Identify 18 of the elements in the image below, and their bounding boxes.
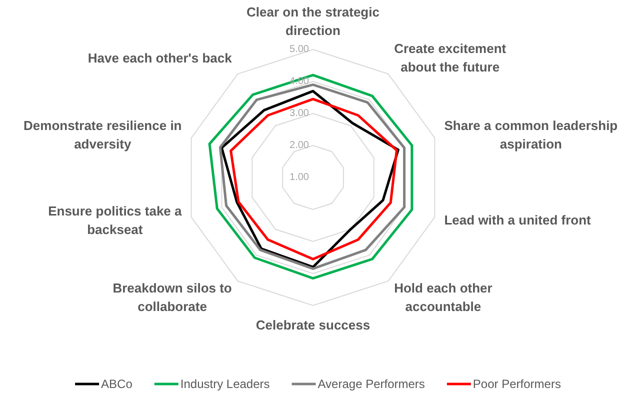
legend-label: ABCo xyxy=(101,377,133,391)
legend-label: Average Performers xyxy=(318,377,425,391)
spoke-label: Ensure politics take a backseat xyxy=(48,203,183,237)
spoke-label: Share a common leadership aspiration xyxy=(444,118,618,152)
y-tick-label: 3.00 xyxy=(290,108,310,119)
spoke-label: Hold each other accountable xyxy=(394,280,492,314)
y-tick-label: 5.00 xyxy=(290,44,310,55)
spoke-label: Have each other's back xyxy=(88,50,233,66)
spoke-label: Demonstrate resilience in adversity xyxy=(24,118,182,152)
y-tick-label: 2.00 xyxy=(290,140,310,151)
spoke-label: Breakdown silos to collaborate xyxy=(112,280,232,314)
legend-label: Poor Performers xyxy=(472,377,561,391)
legend-label: Industry Leaders xyxy=(180,377,270,391)
spoke-label: Lead with a united front xyxy=(444,212,592,228)
spoke-label: Create excitement about the future xyxy=(394,41,507,75)
spoke-label: Celebrate success xyxy=(256,317,370,332)
y-tick-label: 1.00 xyxy=(290,172,310,183)
spoke-label: Clear on the strategic direction xyxy=(246,4,380,38)
